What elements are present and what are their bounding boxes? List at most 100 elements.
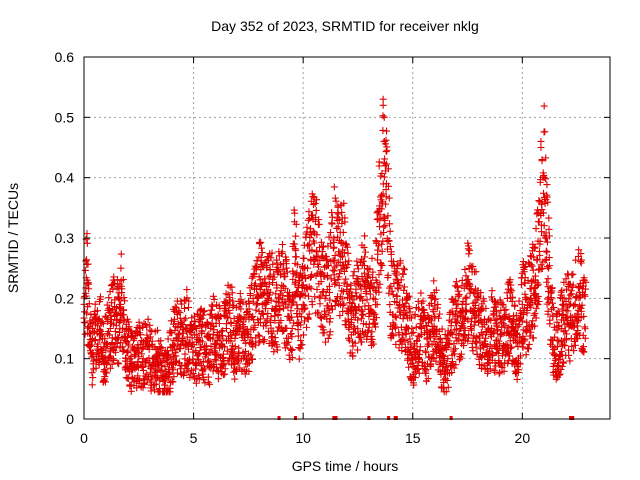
- data-point: [492, 362, 500, 370]
- data-point: [288, 346, 296, 354]
- data-point: [291, 209, 299, 217]
- data-point: [297, 290, 305, 298]
- data-point: [380, 223, 388, 231]
- data-point: [568, 342, 576, 350]
- data-point: [380, 173, 388, 181]
- data-point: [542, 234, 550, 242]
- data-point: [284, 312, 292, 320]
- data-point: [575, 283, 583, 291]
- data-point: [271, 338, 279, 346]
- data-point: [544, 275, 552, 283]
- data-point: [88, 353, 96, 361]
- data-point: [532, 225, 540, 233]
- data-point: [414, 365, 422, 373]
- data-point: [300, 331, 308, 339]
- y-tick-label: 0.2: [55, 290, 75, 306]
- data-point: [448, 357, 456, 365]
- data-point: [185, 297, 193, 305]
- data-point: [566, 291, 574, 299]
- data-point: [277, 271, 285, 279]
- data-point: [527, 294, 535, 302]
- data-point: [292, 246, 300, 254]
- data-point: [389, 258, 397, 266]
- data-point: [343, 282, 351, 290]
- data-point: [406, 308, 414, 316]
- data-point: [327, 302, 335, 310]
- data-point: [345, 325, 353, 333]
- data-point: [380, 137, 388, 145]
- data-point: [452, 278, 460, 286]
- data-point: [189, 369, 197, 377]
- data-point: [364, 274, 372, 282]
- data-point: [529, 317, 537, 325]
- data-point: [380, 113, 388, 121]
- data-point: [500, 367, 508, 375]
- data-point: [99, 320, 107, 328]
- data-point: [327, 275, 335, 283]
- data-point: [430, 337, 438, 345]
- data-point: [549, 337, 557, 345]
- data-point: [165, 350, 173, 358]
- data-point: [337, 238, 345, 246]
- data-point: [335, 273, 343, 281]
- y-tick-label: 0.5: [55, 109, 75, 125]
- data-point: [117, 339, 125, 347]
- data-point: [386, 220, 394, 228]
- data-point: [386, 227, 394, 235]
- data-point: [313, 196, 321, 204]
- data-point: [207, 342, 215, 350]
- data-point: [91, 337, 99, 345]
- data-point: [337, 266, 345, 274]
- data-point: [304, 264, 312, 272]
- data-point: [267, 313, 275, 321]
- data-point: [240, 337, 248, 345]
- data-point: [273, 284, 281, 292]
- data-point: [257, 253, 265, 261]
- data-point: [340, 199, 348, 207]
- data-point: [223, 313, 231, 321]
- data-point: [565, 351, 573, 359]
- data-point: [435, 335, 443, 343]
- data-point: [267, 296, 275, 304]
- data-point: [186, 371, 194, 379]
- data-point: [538, 156, 546, 164]
- data-point: [495, 357, 503, 365]
- data-point: [368, 307, 376, 315]
- data-point: [546, 316, 554, 324]
- data-point: [337, 252, 345, 260]
- data-point: [115, 296, 123, 304]
- data-point: [330, 243, 338, 251]
- data-point: [450, 297, 458, 305]
- data-point: [114, 359, 122, 367]
- data-point: [261, 278, 269, 286]
- data-point: [326, 296, 334, 304]
- data-point: [252, 306, 260, 314]
- data-point: [326, 318, 334, 326]
- data-point: [439, 351, 447, 359]
- data-point: [209, 292, 217, 300]
- data-point: [192, 349, 200, 357]
- data-point: [400, 306, 408, 314]
- data-point: [165, 361, 173, 369]
- data-point: [83, 230, 91, 238]
- data-point: [205, 349, 213, 357]
- data-point: [442, 375, 450, 383]
- data-point: [110, 356, 118, 364]
- data-point: [569, 281, 577, 289]
- data-point: [373, 238, 381, 246]
- data-point: [231, 375, 239, 383]
- data-point: [296, 345, 304, 353]
- data-point: [338, 287, 346, 295]
- data-point: [174, 331, 182, 339]
- data-point: [111, 312, 119, 320]
- data-point: [205, 333, 213, 341]
- data-point: [413, 337, 421, 345]
- data-point: [81, 266, 89, 274]
- data-point: [542, 175, 550, 183]
- data-point: [237, 314, 245, 322]
- grid: [84, 57, 610, 419]
- data-point: [356, 281, 364, 289]
- data-point: [392, 314, 400, 322]
- data-point: [317, 322, 325, 330]
- data-point: [430, 277, 438, 285]
